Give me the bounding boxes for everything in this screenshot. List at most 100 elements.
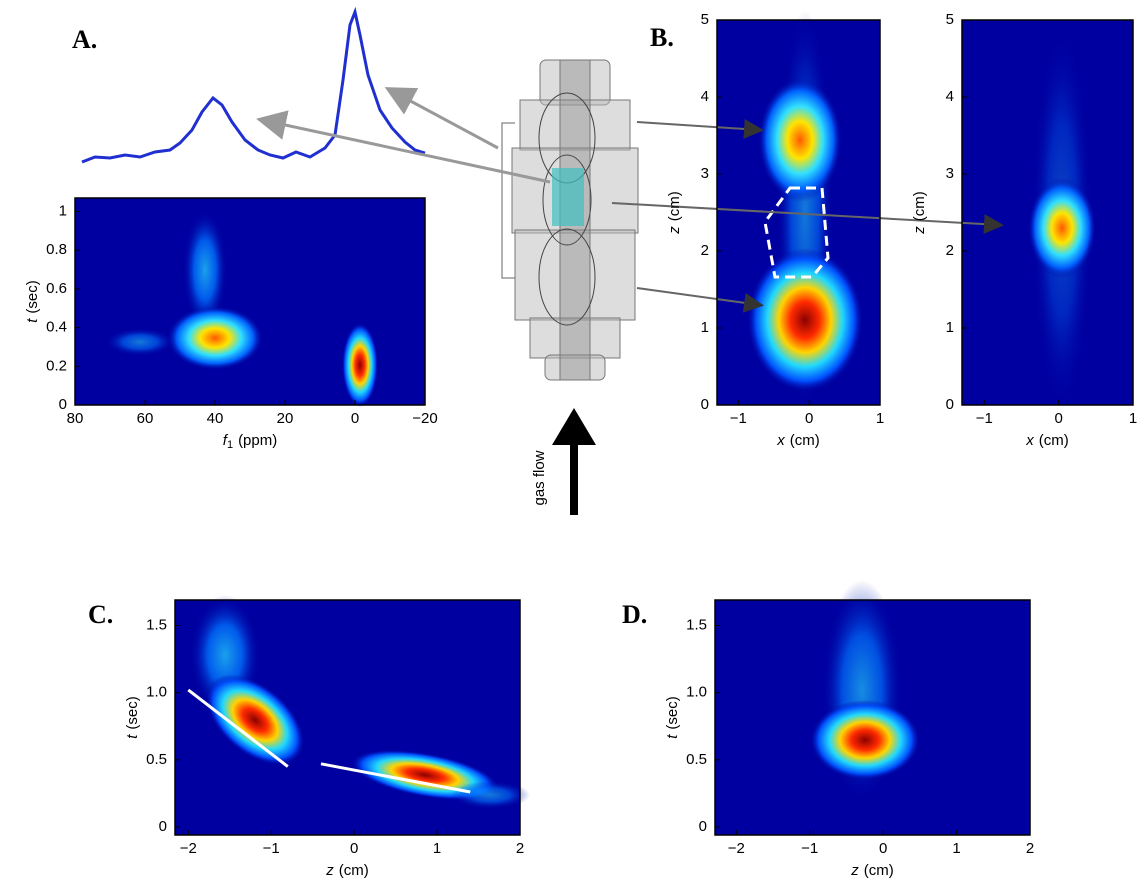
panel-label: D. [622,600,647,629]
x-tick-label: −2 [728,840,745,857]
x-label-var: x [1025,432,1034,449]
heatmap-c [175,595,530,835]
panel-label: C. [88,600,113,629]
x-tick-label: 40 [207,410,224,427]
fit-line [320,762,471,794]
x-tick-label: −2 [180,840,197,857]
y-tick-label: 1 [946,319,954,336]
y-tick-label: 0 [699,818,707,835]
y-label-unit: (sec) [664,696,681,729]
y-axis-label: z (cm) [911,191,928,235]
y-tick-label: 0 [946,396,954,413]
y-label-var: t [664,734,681,739]
y-label-var: t [124,734,141,739]
x-tick-label: 0 [351,410,359,427]
y-axis-label: t (sec) [24,280,41,323]
plot-frame [716,19,881,406]
y-label-unit: (sec) [24,280,41,313]
x-tick-label: 0 [879,840,887,857]
x-tick-label: −20 [412,410,437,427]
x-axis-label: f1 (ppm) [223,432,277,451]
x-tick-label: 1 [433,840,441,857]
x-label-unit: (cm) [339,862,369,879]
x-tick-label: 2 [516,840,524,857]
y-tick-label: 1.0 [146,684,167,701]
y-tick-label: 1.0 [686,684,707,701]
y-tick-label: 1.5 [686,616,707,633]
y-label-unit: (cm) [911,191,928,221]
y-tick-label: 0.5 [686,751,707,768]
x-tick-label: 60 [137,410,154,427]
x-axis-label: x (cm) [1025,432,1069,449]
x-tick-label: −1 [801,840,818,857]
panel-label: B. [650,23,674,52]
x-label-unit: (cm) [790,432,820,449]
y-tick-label: 3 [701,165,709,182]
x-tick-label: 20 [277,410,294,427]
x-tick-label: 2 [1026,840,1034,857]
panel-label: A. [72,25,97,54]
plot-frame [174,599,521,836]
y-axis-label: z (cm) [666,191,683,235]
x-tick-label: 0 [350,840,358,857]
heatmap-b1 [717,10,880,410]
y-tick-label: 5 [701,11,709,28]
y-tick-label: 2 [946,242,954,259]
y-tick-label: 1 [59,203,67,220]
spectrum [81,6,426,164]
y-tick-label: 3 [946,165,954,182]
y-tick-label: 2 [701,242,709,259]
x-axis-label: z (cm) [325,862,369,879]
x-tick-label: 0 [805,410,813,427]
x-tick-label: −1 [730,410,747,427]
y-tick-label: 0 [701,396,709,413]
x-tick-label: 0 [1054,410,1062,427]
fit-line [187,688,289,768]
x-tick-label: 1 [952,840,960,857]
y-tick-label: 0.4 [46,319,67,336]
y-label-unit: (sec) [124,696,141,729]
x-label-var: z [325,862,334,879]
heatmap-a [75,198,425,407]
apparatus [501,59,639,381]
plot-frame [74,197,426,406]
y-tick-label: 0.6 [46,280,67,297]
gas-flow-label: gas flow [531,450,548,505]
x-label-var: z [850,862,859,879]
x-tick-label: −1 [263,840,280,857]
y-label-var: t [24,318,41,323]
y-tick-label: 5 [946,11,954,28]
heatmap-b2 [962,20,1133,410]
y-tick-label: 0.2 [46,357,67,374]
y-tick-label: 0.5 [146,751,167,768]
x-label-unit: (ppm) [238,432,277,449]
plot-frame [714,599,1031,836]
x-label-unit: (cm) [864,862,894,879]
y-tick-label: 0 [59,396,67,413]
y-axis-label: t (sec) [124,696,141,739]
y-tick-label: 0 [159,818,167,835]
x-label-sub: 1 [227,439,233,451]
x-tick-label: 1 [1129,410,1137,427]
x-label-var: f [223,432,229,449]
arrows [256,87,1004,515]
x-axis-label: x (cm) [776,432,820,449]
y-tick-label: 1.5 [146,616,167,633]
y-label-var: z [911,226,928,235]
x-axis-label: z (cm) [850,862,894,879]
x-label-unit: (cm) [1039,432,1069,449]
y-tick-label: 0.8 [46,241,67,258]
x-tick-label: −1 [976,410,993,427]
heatmap-d [715,580,1030,835]
x-tick-label: 1 [876,410,884,427]
plot-frame [961,19,1134,406]
y-axis-label: t (sec) [664,696,681,739]
x-tick-label: 80 [67,410,84,427]
y-label-var: z [666,226,683,235]
y-tick-label: 4 [701,88,709,105]
y-tick-label: 1 [701,319,709,336]
y-tick-label: 4 [946,88,954,105]
y-label-unit: (cm) [666,191,683,221]
x-label-var: x [776,432,785,449]
